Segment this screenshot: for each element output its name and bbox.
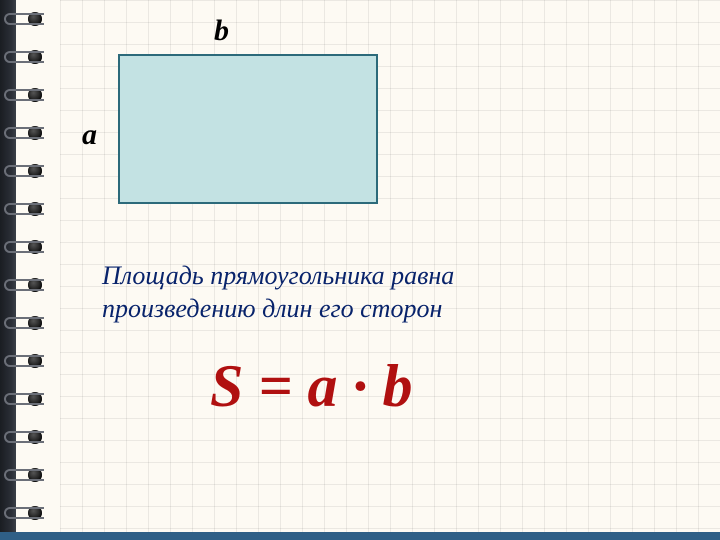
binding-ring	[4, 89, 44, 101]
side-label-a: a	[82, 118, 97, 152]
binding-ring	[4, 51, 44, 63]
page-dark-edge	[0, 0, 16, 540]
binding-ring	[4, 469, 44, 481]
binding-ring	[4, 241, 44, 253]
area-formula: S = a · b	[210, 352, 413, 421]
binding-ring	[4, 279, 44, 291]
binding-ring	[4, 507, 44, 519]
binding-ring	[4, 165, 44, 177]
slide: a b Площадь прямоугольника равна произве…	[0, 0, 720, 540]
binding-ring	[4, 431, 44, 443]
rectangle-figure	[118, 54, 378, 204]
binding-ring	[4, 393, 44, 405]
binding-ring	[4, 13, 44, 25]
definition-line1: Площадь прямоугольника равна	[102, 261, 454, 290]
spiral-binding	[0, 0, 60, 540]
definition-text: Площадь прямоугольника равна произведени…	[102, 260, 454, 325]
binding-ring	[4, 317, 44, 329]
binding-ring	[4, 203, 44, 215]
binding-ring	[4, 355, 44, 367]
side-label-b: b	[214, 14, 229, 48]
bottom-bar	[0, 532, 720, 540]
definition-line2: произведению длин его сторон	[102, 294, 442, 323]
binding-ring	[4, 127, 44, 139]
